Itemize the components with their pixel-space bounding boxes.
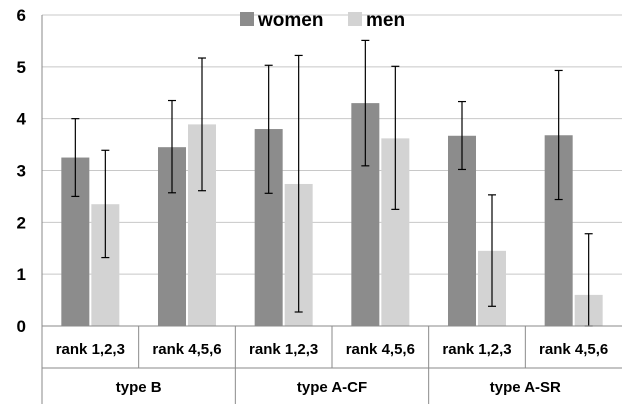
y-tick-label: 3 [17, 162, 26, 181]
x-axis-labels: rank 1,2,3 rank 4,5,6 rank 1,2,3 rank 4,5,6… [56, 341, 609, 396]
legend-label-women: women [257, 10, 323, 31]
y-tick-label: 1 [17, 265, 26, 284]
bars [61, 103, 603, 326]
gridlines [42, 14, 622, 275]
y-tick-label: 4 [17, 110, 27, 129]
group-label: type A-CF [297, 379, 367, 396]
y-tick-label: 5 [17, 58, 26, 77]
category-label: rank 1,2,3 [56, 341, 125, 358]
y-axis-tick-labels: 0 1 2 3 4 5 6 [17, 6, 27, 336]
category-label: rank 1,2,3 [249, 341, 318, 358]
error-bars [71, 39, 593, 327]
y-tick-label: 2 [17, 213, 26, 232]
legend-label-men: men [366, 10, 405, 31]
category-label: rank 4,5,6 [346, 341, 415, 358]
axes [41, 15, 622, 404]
group-label: type A-SR [490, 379, 561, 396]
group-label: type B [116, 379, 162, 396]
legend-swatch-women [240, 12, 254, 26]
legend-swatch-men [348, 12, 362, 26]
category-label: rank 1,2,3 [442, 341, 511, 358]
y-tick-label: 6 [17, 6, 26, 25]
legend: women men [240, 10, 405, 31]
category-label: rank 4,5,6 [539, 341, 608, 358]
category-label: rank 4,5,6 [152, 341, 221, 358]
y-tick-label: 0 [17, 317, 26, 336]
